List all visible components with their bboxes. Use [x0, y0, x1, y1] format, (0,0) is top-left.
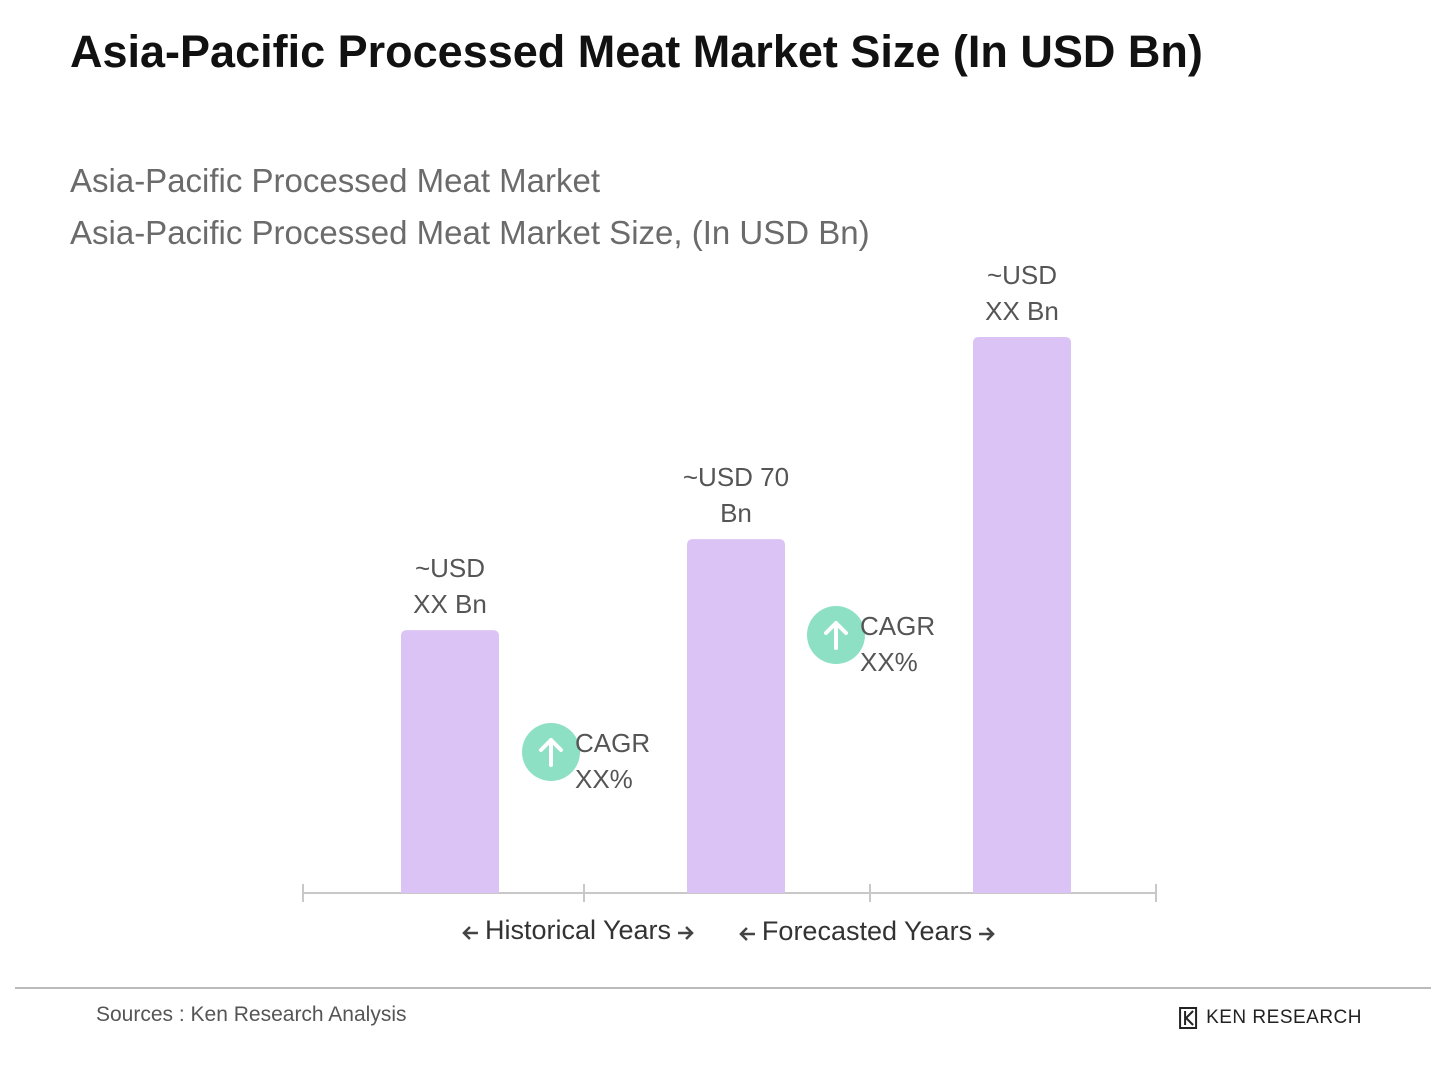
- value-label: ~USD 70 Bn: [682, 462, 790, 529]
- period-label: Historical Years: [484, 915, 672, 945]
- bar: [401, 630, 499, 893]
- period-arrow: [678, 926, 694, 940]
- period-arrow: [739, 927, 755, 941]
- period-label: Forecasted Years: [761, 916, 973, 946]
- source: Sources : Ken Research Analysis: [96, 1003, 407, 1026]
- subtitle: Asia-Pacific Processed Meat Market Size,…: [70, 214, 870, 251]
- period-arrow: [462, 926, 478, 940]
- brand-logo: [1184, 1010, 1194, 1026]
- cagr-arrow: [539, 738, 563, 767]
- cagr-arrow: [824, 621, 848, 650]
- brand: KEN RESEARCH: [1206, 1007, 1362, 1028]
- value-label: ~USD XX Bn: [985, 260, 1059, 326]
- period-arrow: [979, 927, 995, 941]
- cagr-label: CAGR XX%: [860, 611, 936, 677]
- bar: [687, 539, 785, 893]
- subtitle: Asia-Pacific Processed Meat Market: [70, 162, 601, 199]
- cagr-label: CAGR XX%: [575, 728, 651, 794]
- bar: [973, 337, 1071, 893]
- brand-logo: [1179, 1007, 1198, 1029]
- chart-title: Asia-Pacific Processed Meat Market Size …: [70, 26, 1203, 77]
- value-label: ~USD XX Bn: [413, 553, 487, 620]
